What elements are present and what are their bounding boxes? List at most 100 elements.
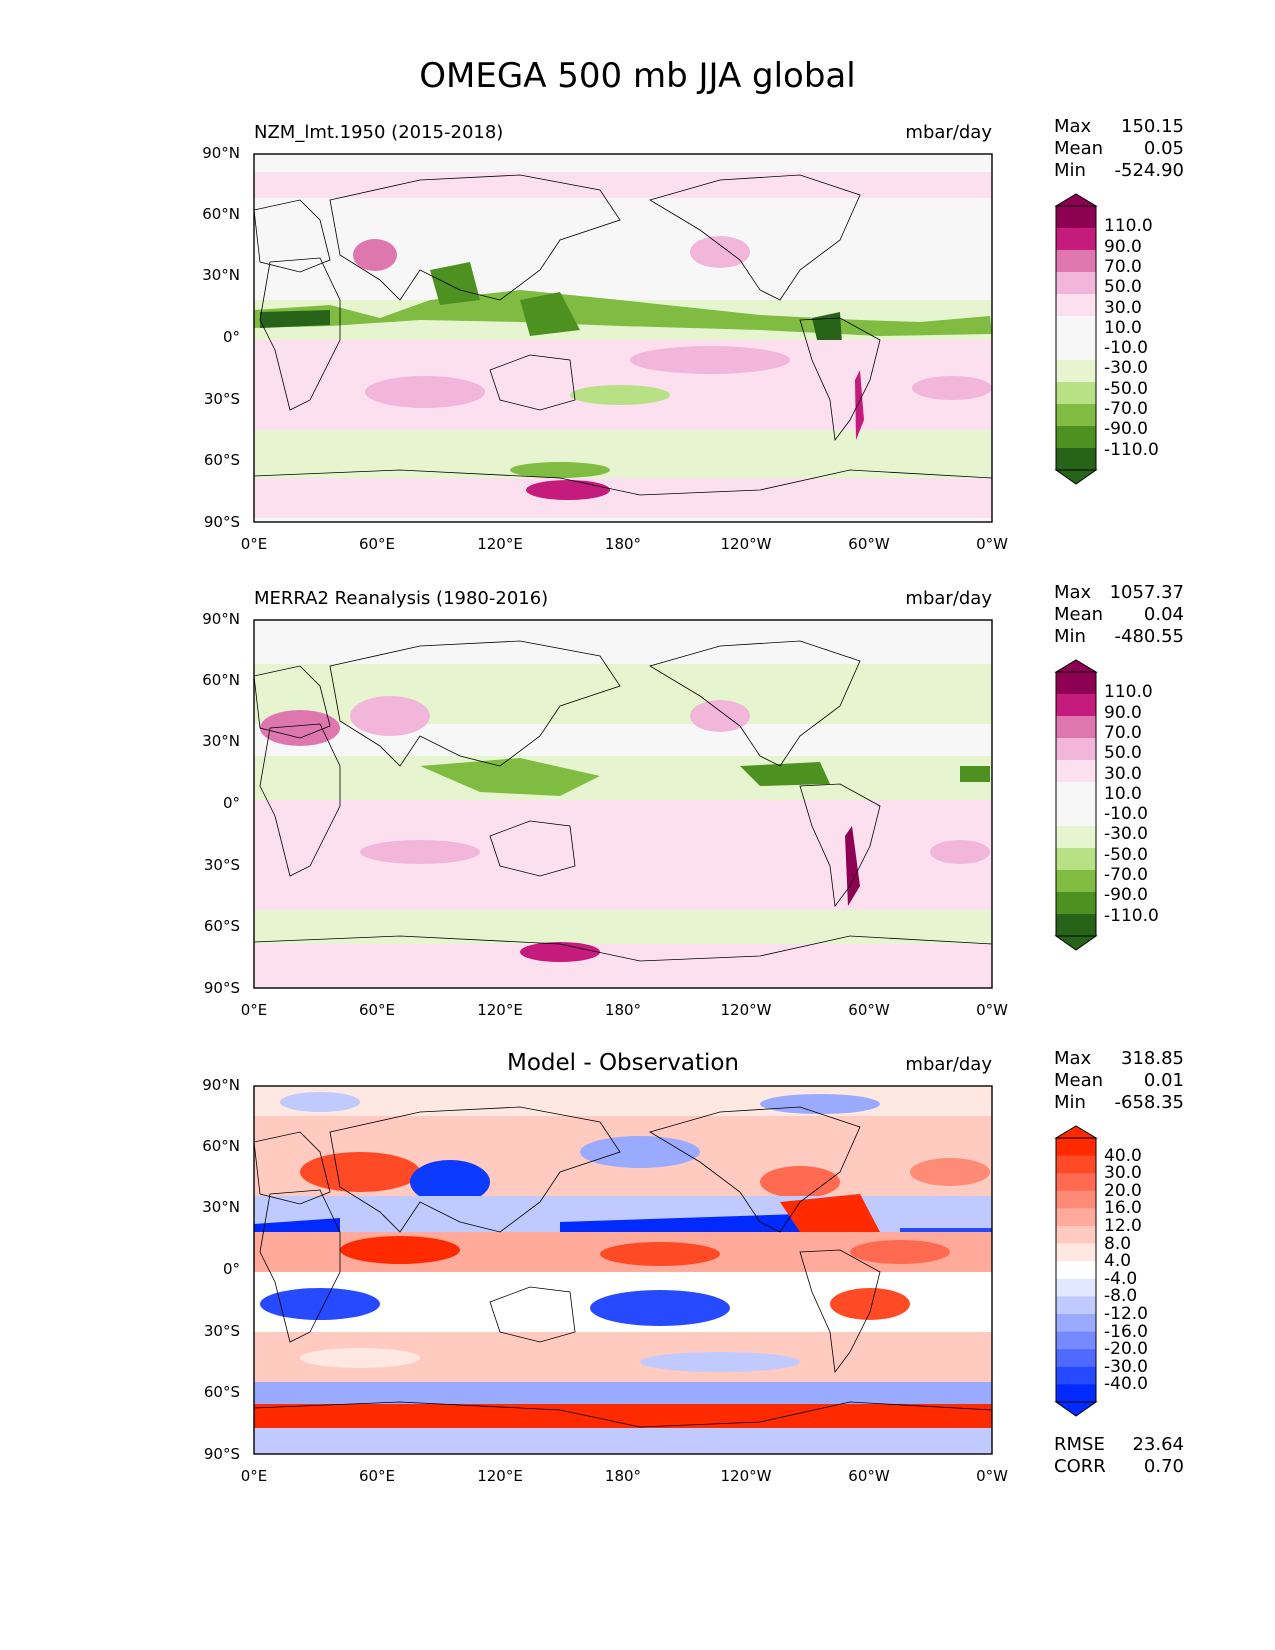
colorbar-label: 30.0: [1104, 1163, 1142, 1184]
colorbar-label: -30.0: [1104, 1356, 1148, 1377]
xtick: 0°W: [976, 1467, 1008, 1485]
xtick: 60°W: [848, 1001, 890, 1019]
colorbar-swatch: [1056, 338, 1096, 361]
colorbar-label: -16.0: [1104, 1321, 1148, 1342]
colorbar-swatch: [1056, 892, 1096, 915]
colorbar-label: 30.0: [1104, 297, 1142, 318]
xtick: 120°W: [720, 1467, 772, 1485]
ytick: 60°N: [202, 205, 240, 223]
xtick: 120°W: [720, 1001, 772, 1019]
ytick: 0°: [222, 1260, 240, 1278]
colorbar-label: 110.0: [1104, 682, 1153, 703]
colorbar-label: 12.0: [1104, 1216, 1142, 1236]
xtick: 180°: [604, 1467, 642, 1485]
colorbar-swatch: [1056, 1226, 1096, 1245]
ytick: 30°S: [203, 390, 240, 408]
colorbar-label: 10.0: [1104, 783, 1142, 804]
xtick: 120°E: [477, 535, 523, 553]
ytick: 90°S: [203, 513, 240, 531]
colorbar-label: -110.0: [1104, 905, 1159, 926]
colorbar-label: -90.0: [1104, 419, 1148, 440]
colorbar-label: -12.0: [1104, 1304, 1148, 1324]
colorbar-label: 20.0: [1104, 1180, 1142, 1201]
colorbar-label: 40.0: [1104, 1145, 1142, 1166]
corr-value: 0.70: [1143, 1456, 1184, 1477]
stats-block: Max 150.15 Mean 0.05 Min -524.90: [1054, 116, 1184, 182]
colorbar-swatch: [1056, 870, 1096, 893]
colorbar-swatch: [1056, 672, 1096, 695]
xtick: 180°: [604, 535, 642, 553]
colorbar-label: 70.0: [1104, 256, 1142, 277]
xtick: 0°E: [240, 1467, 268, 1485]
ytick: 0°: [222, 328, 240, 346]
max-value: 318.85: [1121, 1048, 1184, 1069]
colorbar-swatch: [1056, 826, 1096, 849]
max-label: Max: [1054, 116, 1092, 137]
min-label: Min: [1054, 160, 1086, 181]
ytick: 60°S: [203, 1383, 240, 1401]
mean-label: Mean: [1054, 604, 1104, 625]
ytick: 90°N: [202, 144, 240, 162]
colorbar-swatch: [1056, 1296, 1096, 1315]
min-value: -658.35: [1114, 1092, 1184, 1113]
stats-block: Max 1057.37 Mean 0.04 Min -480.55: [1054, 582, 1184, 648]
rmse-label: RMSE: [1054, 1434, 1105, 1455]
colorbar-label: -10.0: [1104, 804, 1148, 825]
colorbar-swatch: [1056, 1243, 1096, 1262]
colorbar-swatch: [1056, 914, 1096, 937]
xtick: 120°E: [477, 1001, 523, 1019]
error-metrics: RMSE 23.64 CORR 0.70: [1054, 1434, 1184, 1478]
colorbar-swatch: [1056, 1261, 1096, 1280]
colorbar-label: -50.0: [1104, 378, 1148, 399]
mean-value: 0.01: [1143, 1070, 1184, 1091]
xtick: 0°W: [976, 535, 1008, 553]
panel-title: NZM_lmt.1950 (2015-2018): [254, 122, 504, 143]
ytick: 30°S: [203, 856, 240, 874]
rmse-value: 23.64: [1132, 1434, 1184, 1455]
max-label: Max: [1054, 1048, 1092, 1069]
colorbar-swatch: [1056, 738, 1096, 761]
xtick: 60°E: [358, 1001, 396, 1019]
colorbar-swatch: [1056, 426, 1096, 449]
xtick: 0°W: [976, 1001, 1008, 1019]
ytick: 30°N: [202, 732, 240, 750]
xtick: 60°W: [848, 535, 890, 553]
colorbar-swatch: [1056, 1278, 1096, 1297]
xtick: 120°E: [477, 1467, 523, 1485]
colorbar-swatch: [1056, 206, 1096, 229]
colorbar-swatch: [1056, 272, 1096, 295]
panel-model: NZM_lmt.1950 (2015-2018) mbar/day Max 150…: [0, 0, 1275, 553]
min-value: -524.90: [1114, 160, 1184, 181]
colorbar-swatch: [1056, 360, 1096, 383]
corr-label: CORR: [1054, 1456, 1106, 1477]
colorbar: [1054, 659, 1098, 951]
colorbar-label: 90.0: [1104, 236, 1142, 257]
ytick: 60°S: [203, 917, 240, 935]
max-value: 150.15: [1121, 116, 1184, 137]
colorbar-label: -50.0: [1104, 844, 1148, 865]
min-label: Min: [1054, 626, 1086, 647]
colorbar-label: -8.0: [1104, 1286, 1138, 1307]
colorbar-swatch: [1056, 1349, 1096, 1368]
coastlines: [253, 640, 993, 962]
panel-title: Model - Observation: [506, 1050, 740, 1076]
colorbar-swatch: [1056, 1208, 1096, 1227]
colorbar-label: 110.0: [1104, 216, 1153, 237]
colorbar-swatch: [1056, 1331, 1096, 1350]
colorbar-label: -4.0: [1104, 1268, 1138, 1289]
colorbar: [1054, 193, 1098, 485]
colorbar-label: -20.0: [1104, 1339, 1148, 1360]
colorbar-label: -110.0: [1104, 439, 1159, 460]
colorbar-label: -40.0: [1104, 1374, 1148, 1395]
field-pattern: [254, 638, 992, 988]
colorbar-swatch: [1056, 760, 1096, 783]
field-pattern: [254, 1086, 992, 1454]
map-frame: [253, 619, 993, 989]
colorbar-swatch: [1056, 1384, 1096, 1403]
ytick: 30°N: [202, 266, 240, 284]
colorbar-swatch: [1056, 716, 1096, 739]
colorbar-label: 30.0: [1104, 763, 1142, 784]
colorbar-swatch: [1056, 782, 1096, 805]
ytick: 90°N: [202, 610, 240, 628]
colorbar-swatch: [1056, 316, 1096, 339]
